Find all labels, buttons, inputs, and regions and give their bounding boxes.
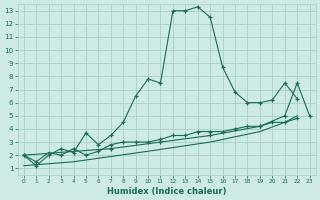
X-axis label: Humidex (Indice chaleur): Humidex (Indice chaleur)	[107, 187, 227, 196]
